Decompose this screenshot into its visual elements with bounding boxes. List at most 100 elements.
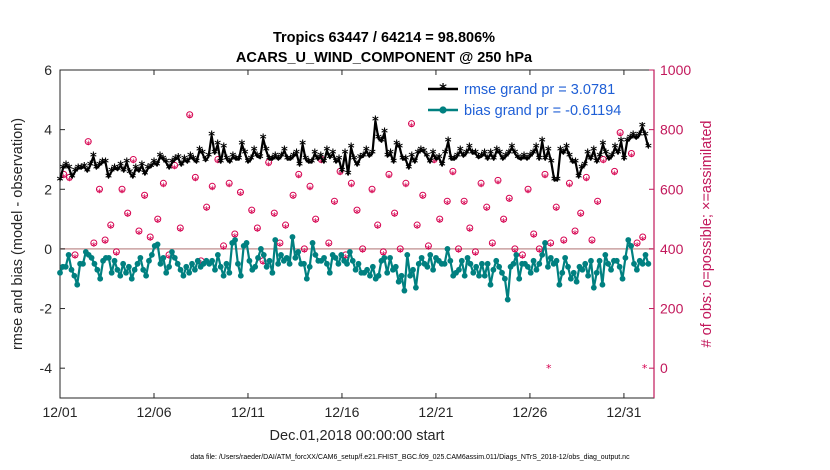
bias-point bbox=[625, 237, 632, 243]
obs-assimilated-point: * bbox=[354, 207, 360, 220]
rmse-point: * bbox=[554, 174, 561, 189]
obs-possible-point bbox=[312, 215, 320, 223]
rmse-point: * bbox=[308, 156, 315, 171]
rmse-point: * bbox=[260, 133, 267, 148]
rmse-point: * bbox=[639, 121, 646, 136]
obs-possible-point bbox=[379, 248, 387, 256]
rmse-point: * bbox=[275, 153, 282, 168]
bias-point bbox=[458, 257, 465, 264]
rmse-point: * bbox=[348, 142, 355, 157]
rmse-point: * bbox=[166, 162, 173, 177]
rmse-point: * bbox=[484, 153, 491, 168]
obs-assimilated-point: * bbox=[277, 240, 283, 253]
bias-point bbox=[157, 260, 164, 267]
rmse-point: * bbox=[393, 139, 400, 154]
rmse-point: * bbox=[126, 167, 133, 182]
obs-assimilated-point: * bbox=[72, 252, 78, 265]
rmse-point: * bbox=[181, 153, 188, 168]
bias-point bbox=[447, 257, 454, 264]
rmse-point: * bbox=[342, 147, 349, 162]
rmse-point: * bbox=[154, 159, 161, 174]
obs-possible-point bbox=[90, 239, 98, 247]
obs-assimilated-point: * bbox=[108, 222, 114, 235]
bias-point bbox=[470, 269, 477, 276]
rmse-point: * bbox=[269, 153, 276, 168]
rmse-point: * bbox=[593, 156, 600, 171]
obs-possible-point bbox=[159, 179, 167, 187]
rmse-point: * bbox=[327, 152, 334, 167]
bias-point bbox=[332, 254, 339, 261]
obs-assimilated-point: * bbox=[634, 240, 640, 253]
rmse-point: * bbox=[148, 161, 155, 176]
rmse-point: * bbox=[508, 142, 515, 157]
obs-assimilated-point: * bbox=[520, 252, 526, 265]
bias-point bbox=[278, 251, 284, 258]
bias-point bbox=[542, 240, 548, 246]
rmse-point: * bbox=[108, 165, 115, 180]
rmse-point: * bbox=[333, 156, 340, 171]
rmse-point: * bbox=[248, 153, 255, 168]
obs-possible-point bbox=[186, 111, 194, 119]
rmse-point: * bbox=[151, 156, 158, 171]
rmse-point: * bbox=[612, 142, 619, 157]
rmse-point: * bbox=[369, 147, 376, 162]
bias-point bbox=[404, 251, 411, 258]
bias-point bbox=[346, 248, 353, 255]
obs-possible-point bbox=[248, 206, 256, 214]
rmse-point: * bbox=[317, 150, 324, 165]
y-axis-left-label: rmse and bias (model - observation) bbox=[10, 118, 26, 350]
rmse-point: * bbox=[278, 150, 285, 165]
bias-point bbox=[260, 251, 267, 258]
obs-possible-point bbox=[112, 248, 120, 256]
bias-point bbox=[375, 272, 382, 279]
obs-possible-point bbox=[374, 221, 382, 229]
bias-point bbox=[547, 254, 554, 261]
rmse-point: * bbox=[57, 174, 64, 189]
obs-possible-point bbox=[368, 185, 376, 193]
data-file-footer: data file: /Users/raeder/DAI/ATM_forcXX/… bbox=[190, 454, 630, 461]
bias-point bbox=[533, 266, 540, 273]
obs-assimilated-point: * bbox=[255, 225, 261, 238]
rmse-series-layer: ****************************************… bbox=[57, 115, 652, 190]
obs-assimilated-point: * bbox=[193, 174, 199, 187]
rmse-point: * bbox=[305, 156, 312, 171]
bias-point bbox=[530, 257, 537, 264]
obs-assimilated-point: * bbox=[537, 246, 543, 259]
x-tick-label: 12/01 bbox=[42, 404, 77, 420]
obs-possible-point bbox=[402, 179, 410, 187]
obs-assimilated-point: * bbox=[313, 216, 319, 229]
obs-possible-point bbox=[594, 197, 602, 205]
obs-assimilated-point: * bbox=[554, 204, 560, 217]
rmse-point: * bbox=[408, 150, 415, 165]
bias-point bbox=[223, 260, 230, 267]
obs-assimilated-point: * bbox=[97, 186, 103, 199]
rmse-point: * bbox=[157, 150, 164, 165]
rmse-point: * bbox=[254, 150, 261, 165]
rmse-point: * bbox=[636, 130, 643, 145]
obs-possible-point bbox=[353, 206, 361, 214]
bias-point bbox=[186, 269, 193, 276]
rmse-point: * bbox=[345, 168, 352, 183]
x-tick-label: 12/31 bbox=[606, 404, 641, 420]
rmse-point: * bbox=[245, 156, 252, 171]
obs-possible-point bbox=[524, 185, 532, 193]
bias-point bbox=[596, 257, 603, 264]
rmse-point: * bbox=[169, 156, 176, 171]
rmse-point: * bbox=[621, 153, 628, 168]
rmse-point: * bbox=[439, 159, 446, 174]
bias-point bbox=[622, 254, 629, 261]
rmse-point: * bbox=[142, 168, 149, 183]
obs-assimilated-point: * bbox=[249, 207, 255, 220]
obs-possible-point bbox=[84, 138, 92, 146]
rmse-point: * bbox=[390, 156, 397, 171]
obs-possible-point bbox=[460, 197, 468, 205]
rmse-point: * bbox=[587, 153, 594, 168]
bias-point bbox=[120, 260, 127, 267]
obs-assimilated-point: * bbox=[142, 192, 148, 205]
bias-point bbox=[599, 281, 606, 288]
obs-assimilated-point: * bbox=[349, 180, 355, 193]
bias-point bbox=[255, 254, 261, 261]
bias-point bbox=[180, 272, 187, 279]
rmse-point: * bbox=[129, 171, 136, 186]
rmse-point: * bbox=[251, 145, 258, 160]
